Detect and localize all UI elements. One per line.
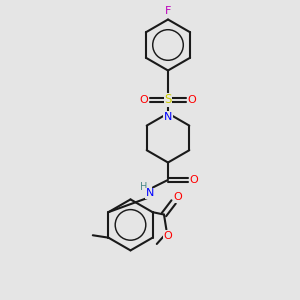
Text: O: O (174, 193, 182, 202)
Text: N: N (164, 112, 172, 122)
Text: O: O (140, 94, 148, 105)
Text: S: S (164, 93, 172, 106)
Text: N: N (146, 188, 154, 198)
Text: F: F (165, 6, 171, 16)
Text: O: O (190, 175, 199, 185)
Text: O: O (164, 231, 172, 241)
Text: H: H (140, 182, 147, 191)
Text: O: O (188, 94, 196, 105)
